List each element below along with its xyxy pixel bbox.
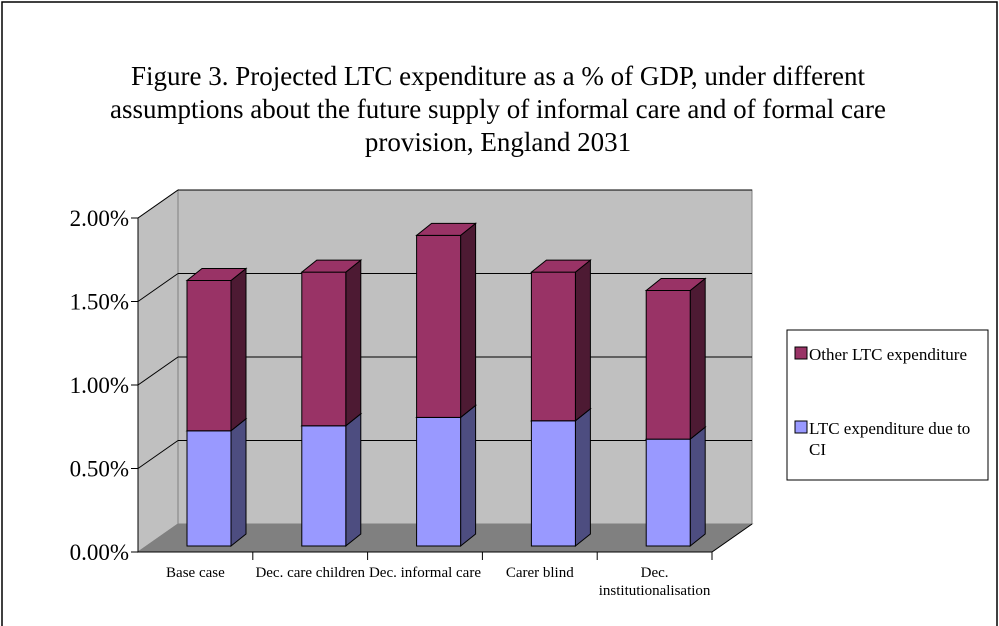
y-tick-label: 2.00%	[70, 206, 129, 231]
x-tick-label: Base case	[166, 565, 225, 581]
legend-box	[786, 329, 989, 481]
x-axis-depth	[711, 523, 753, 553]
bar	[645, 289, 691, 440]
chart-title: Figure 3. Projected LTC expenditure as a…	[110, 61, 886, 157]
y-tick-label: 1.00%	[70, 373, 129, 398]
bar-side	[230, 417, 247, 548]
y-tick-label: 1.50%	[70, 290, 129, 315]
bar-top	[185, 267, 248, 281]
bar	[301, 425, 347, 547]
bar	[530, 420, 576, 547]
bar-side	[345, 259, 362, 427]
grid-line-side	[137, 440, 179, 469]
grid-line-side	[137, 189, 179, 219]
bar-top	[300, 259, 363, 273]
bar	[301, 271, 347, 427]
y-tick-label: 0.00%	[70, 540, 129, 565]
bar	[416, 416, 462, 547]
grid-line-side	[137, 273, 179, 302]
x-tick-label: Dec. informal care	[368, 565, 481, 581]
bar-top	[529, 259, 592, 273]
bar-side	[574, 259, 591, 422]
bar-top	[644, 277, 707, 291]
bar	[186, 279, 232, 432]
legend-swatch	[794, 346, 808, 360]
bar-side	[574, 407, 591, 548]
bar-side	[689, 426, 706, 548]
bar-top	[415, 222, 478, 236]
x-tick-label: Carer blind	[505, 565, 574, 581]
bar	[416, 234, 462, 418]
bar	[530, 271, 576, 422]
legend-label: LTC expenditure due to CI	[809, 419, 971, 459]
bar-side	[689, 277, 706, 441]
legend-label: Other LTC expenditure	[809, 345, 967, 364]
bar-side	[460, 222, 477, 419]
bar	[645, 438, 691, 547]
legend-swatch	[794, 420, 808, 434]
bar-side	[230, 267, 247, 432]
bar-side	[345, 412, 362, 548]
grid-line-side	[137, 356, 179, 386]
bar	[186, 430, 232, 547]
x-tick-label: Dec. institutionalisation	[598, 565, 711, 599]
bar-side	[460, 404, 477, 548]
x-tick-label: Dec. care children	[255, 565, 365, 581]
y-tick-label: 0.50%	[70, 457, 129, 482]
